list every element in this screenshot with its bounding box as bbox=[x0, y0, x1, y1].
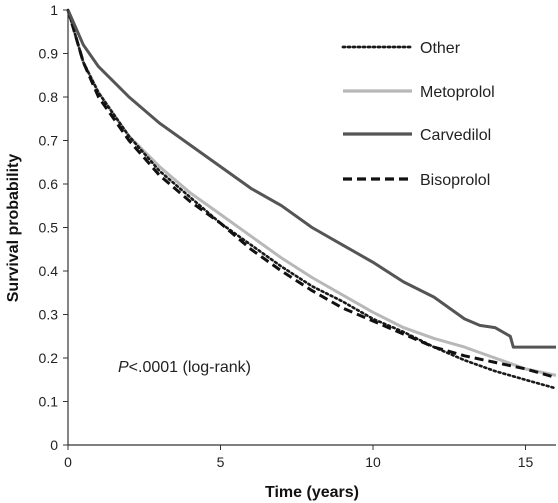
y-tick-label: 0.5 bbox=[39, 220, 59, 236]
y-tick-label: 0.6 bbox=[39, 176, 59, 192]
y-tick-label: 0.4 bbox=[39, 263, 59, 279]
annotation-p-italic: P bbox=[118, 359, 129, 376]
legend-label-carvedilol: Carvedilol bbox=[420, 127, 491, 144]
annotation-logrank: P<.0001 (log-rank) bbox=[118, 359, 251, 376]
x-tick-label: 0 bbox=[64, 454, 72, 470]
y-tick-label: 0.1 bbox=[39, 394, 59, 410]
series-line-carvedilol bbox=[66, 9, 556, 349]
survival-curves bbox=[66, 8, 558, 390]
y-tick-label: 0.7 bbox=[39, 133, 59, 149]
x-tick-label: 15 bbox=[518, 454, 534, 470]
annotation-p-rest: <.0001 (log-rank) bbox=[129, 359, 251, 376]
x-axis-title: Time (years) bbox=[265, 484, 359, 501]
y-tick-label: 0 bbox=[50, 437, 58, 453]
legend-label-other: Other bbox=[420, 40, 461, 57]
series-line-metoprolol bbox=[66, 9, 557, 377]
x-tick-label: 5 bbox=[217, 454, 225, 470]
series-line-other bbox=[66, 8, 558, 390]
x-tick-label: 10 bbox=[365, 454, 381, 470]
series-line-bisoprolol bbox=[66, 9, 557, 380]
legend: Other Metoprolol Carvedilol Bisoprolol bbox=[341, 40, 495, 189]
y-tick-label: 0.9 bbox=[39, 46, 59, 62]
y-tick-label: 0.3 bbox=[39, 307, 59, 323]
axes: 00.10.20.30.40.50.60.70.80.910 5 10 15 bbox=[39, 2, 556, 470]
y-tick-label: 0.8 bbox=[39, 89, 59, 105]
y-tick-label: 1 bbox=[50, 2, 58, 18]
y-axis-title: Survival probability bbox=[5, 154, 22, 303]
legend-label-metoprolol: Metoprolol bbox=[420, 84, 495, 101]
legend-label-bisoprolol: Bisoprolol bbox=[420, 172, 490, 189]
y-tick-label: 0.2 bbox=[39, 350, 59, 366]
